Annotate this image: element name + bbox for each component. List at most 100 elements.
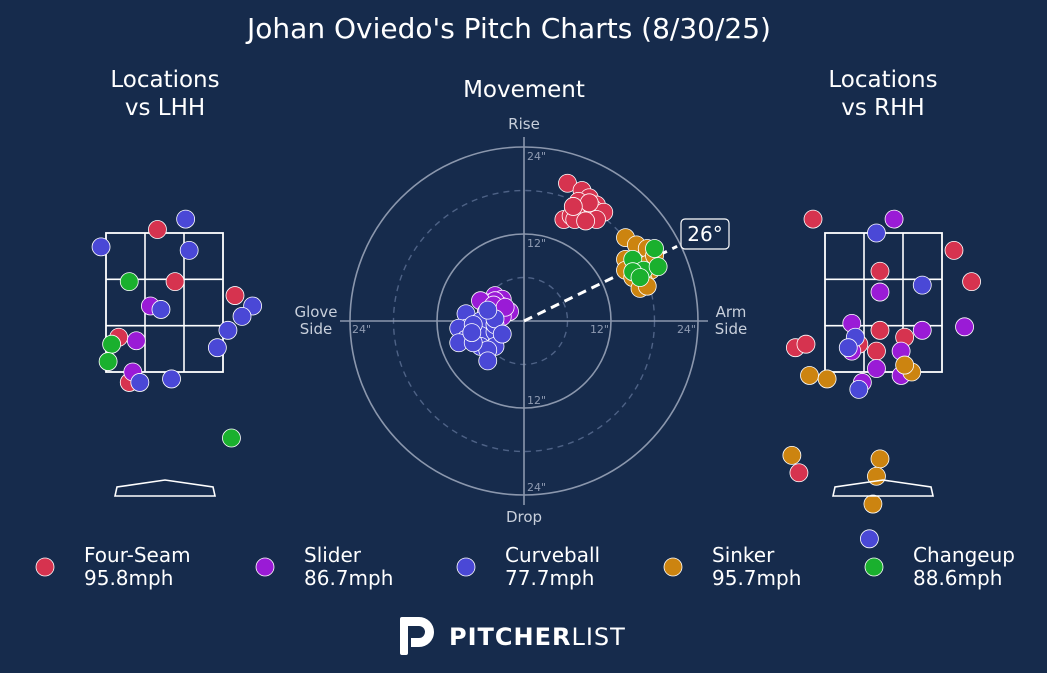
- ring-labels: 12" 24" 12" 24" 12" 24" 24": [352, 150, 696, 494]
- location-point-sinker: [863, 494, 883, 514]
- ring-label-24-top: 24": [527, 150, 546, 163]
- pitcherlist-logo: PITCHERLIST: [400, 617, 626, 655]
- lhh-title-line2: vs LHH: [125, 95, 205, 121]
- rise-label: Rise: [508, 115, 540, 133]
- movement-title: Movement: [463, 77, 585, 103]
- legend-marker-slider: [255, 557, 275, 577]
- legend-velo-four-seam: 95.8mph: [84, 566, 173, 590]
- location-point-curveball: [860, 529, 879, 549]
- locations-rhh-panel: [782, 209, 982, 549]
- location-point-four-seam: [962, 272, 982, 292]
- movement-point-changeup: [648, 257, 668, 277]
- arm-angle-label: 26°: [687, 222, 722, 246]
- location-point-slider: [867, 359, 886, 378]
- legend-marker-curveball: [456, 557, 476, 577]
- movement-point-four-seam: [579, 193, 599, 213]
- legend-velo-slider: 86.7mph: [304, 566, 393, 590]
- location-point-slider: [912, 320, 932, 340]
- legend-velo-sinker: 95.7mph: [712, 566, 801, 590]
- location-point-curveball: [162, 369, 181, 389]
- movement-panel: Rise Drop Glove Side Arm Side 12" 24" 12" 2…: [294, 115, 747, 526]
- location-point-curveball: [912, 275, 932, 295]
- location-point-four-seam: [867, 341, 886, 361]
- location-point-four-seam: [789, 463, 809, 483]
- legend-name-slider: Slider: [304, 543, 362, 567]
- movement-point-curveball: [478, 300, 498, 320]
- movement-point-changeup: [645, 239, 664, 258]
- location-point-curveball: [130, 373, 150, 392]
- rhh-title-line1: Locations: [828, 67, 937, 93]
- location-point-four-seam: [148, 220, 167, 239]
- drop-label: Drop: [506, 508, 542, 526]
- location-point-sinker: [895, 355, 915, 375]
- movement-point-curveball: [478, 351, 498, 371]
- location-point-curveball: [849, 379, 869, 399]
- legend-marker-sinker: [663, 557, 683, 577]
- location-point-curveball: [867, 223, 886, 243]
- locations-lhh-panel: [91, 209, 263, 497]
- arm-side-label-1: Arm: [716, 303, 747, 321]
- movement-point-four-seam: [576, 211, 596, 231]
- location-point-changeup: [98, 352, 118, 371]
- legend-marker-four-seam: [35, 557, 55, 577]
- location-point-sinker: [817, 369, 837, 389]
- location-point-four-seam: [944, 240, 964, 260]
- movement-pitch-points: [449, 173, 668, 371]
- location-point-slider: [955, 317, 974, 337]
- ring-label-12-right: 12": [590, 323, 609, 336]
- legend-marker-changeup: [864, 557, 884, 577]
- movement-point-four-seam: [563, 197, 583, 216]
- location-point-changeup: [102, 334, 122, 354]
- rhh-pitch-points: [782, 209, 982, 549]
- location-point-changeup: [119, 272, 139, 292]
- arm-side-label-2: Side: [715, 320, 747, 338]
- legend-name-sinker: Sinker: [712, 543, 775, 567]
- location-point-four-seam: [870, 261, 890, 281]
- arm-angle-badge: [680, 218, 730, 250]
- location-point-slider: [884, 209, 904, 229]
- location-point-curveball: [207, 338, 227, 358]
- location-point-four-seam: [803, 209, 823, 229]
- location-point-sinker: [800, 366, 819, 385]
- legend-name-curveball: Curveball: [505, 543, 600, 567]
- location-point-curveball: [151, 300, 171, 319]
- location-point-curveball: [218, 320, 238, 340]
- glove-side-label-1: Glove: [294, 303, 337, 321]
- lhh-title-line1: Locations: [110, 67, 219, 93]
- location-point-sinker: [870, 449, 890, 469]
- location-point-curveball: [179, 240, 199, 260]
- movement-point-changeup: [630, 268, 650, 287]
- location-point-four-seam: [165, 272, 185, 292]
- brand-wordmark: PITCHERLIST: [449, 623, 626, 651]
- ring-label-12-bottom: 12": [527, 394, 546, 407]
- lhh-pitch-points: [91, 209, 263, 448]
- pitcherlist-logo-icon: [400, 617, 434, 655]
- rhh-title-line2: vs RHH: [841, 95, 924, 121]
- ring-label-24-bottom: 24": [527, 481, 546, 494]
- location-point-four-seam: [870, 320, 890, 340]
- location-point-curveball: [838, 338, 858, 358]
- location-point-curveball: [91, 237, 111, 257]
- location-point-four-seam: [796, 334, 816, 354]
- brand-bold: PITCHER: [449, 623, 571, 651]
- legend-velo-changeup: 88.6mph: [913, 566, 1002, 590]
- ring-label-24-left: 24": [352, 323, 371, 336]
- location-point-slider: [870, 282, 890, 302]
- home-plate-lhh: [114, 479, 216, 497]
- location-point-curveball: [232, 306, 252, 326]
- legend-name-four-seam: Four-Seam: [84, 543, 191, 567]
- location-point-sinker: [782, 445, 802, 465]
- location-point-four-seam: [225, 286, 245, 305]
- location-point-changeup: [222, 428, 241, 448]
- legend-name-changeup: Changeup: [913, 543, 1015, 567]
- brand-light: LIST: [571, 623, 625, 651]
- location-point-slider: [126, 331, 146, 351]
- glove-side-label-2: Side: [300, 320, 332, 338]
- movement-point-curveball: [492, 324, 512, 344]
- location-point-curveball: [176, 209, 196, 229]
